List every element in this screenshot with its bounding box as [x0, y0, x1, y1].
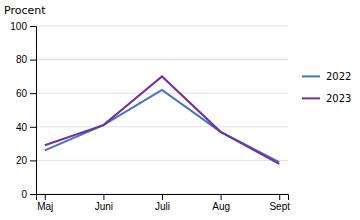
axis-domain: [30, 27, 37, 195]
tick: 60: [16, 88, 36, 99]
grid: [36, 26, 288, 194]
series-line: [45, 90, 279, 162]
tick-label: Aug: [212, 201, 230, 212]
tick: 0: [21, 189, 36, 200]
tick: 20: [16, 155, 36, 166]
grid-line: [36, 59, 288, 60]
legend-swatch: [302, 75, 320, 77]
tick-mark: [279, 194, 280, 200]
tick-label: Juni: [95, 201, 113, 212]
grid-line: [36, 26, 288, 27]
tick-label: 100: [10, 21, 27, 32]
tick-label: 80: [16, 54, 28, 65]
axis-domain: [37, 195, 289, 201]
legend-item: 2023: [302, 93, 351, 104]
grid-line: [36, 126, 288, 127]
tick-mark: [30, 93, 36, 94]
tick: 100: [10, 21, 36, 32]
tick-mark: [45, 194, 46, 200]
tick-label: Maj: [37, 201, 53, 212]
tick-mark: [30, 60, 36, 61]
legend-label: 2023: [326, 93, 351, 104]
legend-item: 2022: [302, 71, 351, 82]
tick-mark: [221, 194, 222, 200]
tick-label: 0: [21, 189, 27, 200]
legend: 2022 2023: [302, 71, 351, 104]
tick-mark: [30, 127, 36, 128]
tick: 80: [16, 54, 36, 65]
tick-mark: [30, 26, 36, 27]
x-axis: Maj Juni Juli Aug Sept: [37, 194, 291, 212]
lines: [45, 76, 279, 163]
tick-mark: [30, 194, 36, 195]
tick-mark: [162, 194, 163, 200]
tick: Maj: [37, 194, 53, 212]
tick-label: 40: [16, 122, 28, 133]
tick-label: 60: [16, 88, 28, 99]
tick-label: Sept: [269, 201, 290, 212]
tick: Juni: [95, 194, 113, 212]
tick-label: Juli: [155, 201, 170, 212]
tick: Juli: [155, 194, 170, 212]
grid-line: [36, 160, 288, 161]
tick-mark: [30, 160, 36, 161]
y-axis-title: Procent: [4, 4, 46, 17]
tick: Sept: [269, 194, 290, 212]
grid-line: [36, 93, 288, 94]
tick-mark: [103, 194, 104, 200]
chart-container: 0 20 40 60 80 100 Maj Juni Juli Aug Sept Procent 202…: [0, 0, 360, 220]
chart-svg: 0 20 40 60 80 100 Maj Juni Juli Aug Sept Procent 202…: [0, 0, 360, 220]
plot: 0 20 40 60 80 100 Maj Juni Juli Aug Sept: [10, 21, 290, 212]
tick-label: 20: [16, 155, 28, 166]
tick: 40: [16, 122, 36, 133]
legend-swatch: [302, 97, 320, 99]
legend-label: 2022: [326, 71, 351, 82]
y-axis: 0 20 40 60 80 100: [10, 21, 36, 200]
series-line: [45, 76, 279, 163]
tick: Aug: [212, 194, 230, 212]
